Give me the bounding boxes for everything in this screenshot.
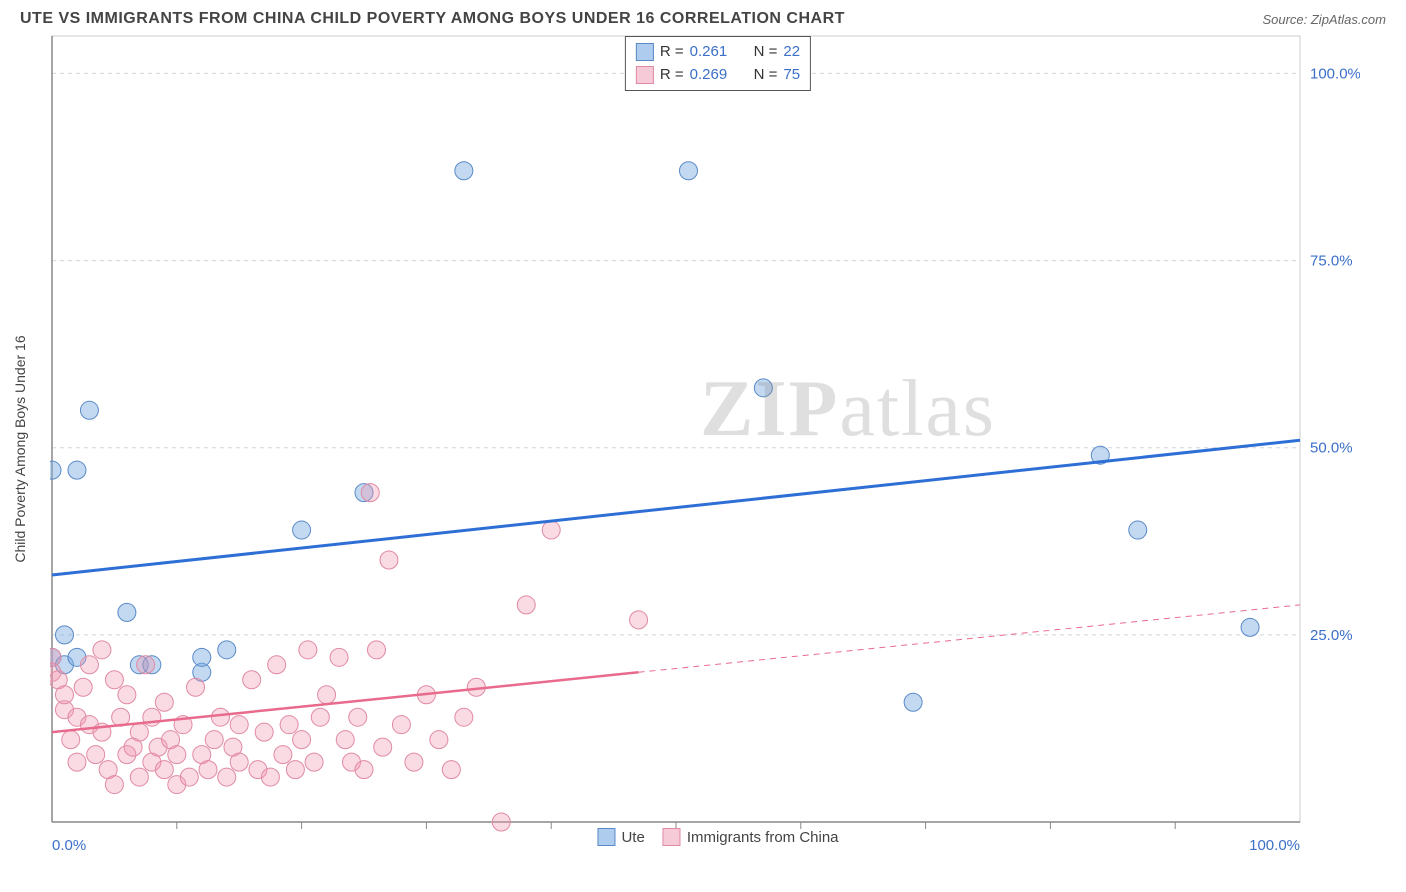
legend-row-ute: R = 0.261 N = 22	[636, 41, 800, 64]
source-attribution: Source: ZipAtlas.com	[1262, 12, 1386, 27]
svg-text:100.0%: 100.0%	[1249, 837, 1300, 854]
chart-container: Child Poverty Among Boys Under 16 25.0%5…	[50, 34, 1386, 864]
scatter-plot: 25.0% 50.0% 75.0% 100.0% 0.0% 100.0%	[50, 34, 1360, 864]
source-prefix: Source:	[1262, 12, 1310, 27]
swatch-china	[663, 828, 681, 846]
swatch-china	[636, 66, 654, 84]
n-label: N =	[754, 41, 778, 64]
svg-text:25.0%: 25.0%	[1310, 627, 1353, 644]
r-label: R =	[660, 41, 684, 64]
svg-text:50.0%: 50.0%	[1310, 440, 1353, 457]
r-label: R =	[660, 64, 684, 87]
chart-title: UTE VS IMMIGRANTS FROM CHINA CHILD POVER…	[20, 10, 845, 28]
svg-text:75.0%: 75.0%	[1310, 253, 1353, 270]
svg-text:100.0%: 100.0%	[1310, 65, 1360, 82]
legend-label-ute: Ute	[621, 829, 644, 846]
legend-row-china: R = 0.269 N = 75	[636, 64, 800, 87]
legend-item-ute: Ute	[597, 828, 644, 846]
legend-label-china: Immigrants from China	[687, 829, 839, 846]
source-name: ZipAtlas.com	[1311, 12, 1386, 27]
r-value-china: 0.269	[690, 64, 740, 87]
series-legend: Ute Immigrants from China	[597, 828, 838, 846]
legend-item-china: Immigrants from China	[663, 828, 839, 846]
correlation-legend: R = 0.261 N = 22 R = 0.269 N = 75	[625, 36, 811, 91]
n-value-china: 75	[783, 64, 800, 87]
r-value-ute: 0.261	[690, 41, 740, 64]
svg-text:0.0%: 0.0%	[52, 837, 86, 854]
n-value-ute: 22	[783, 41, 800, 64]
title-bar: UTE VS IMMIGRANTS FROM CHINA CHILD POVER…	[0, 0, 1406, 34]
swatch-ute	[597, 828, 615, 846]
y-axis-label: Child Poverty Among Boys Under 16	[12, 335, 28, 562]
n-label: N =	[754, 64, 778, 87]
swatch-ute	[636, 43, 654, 61]
